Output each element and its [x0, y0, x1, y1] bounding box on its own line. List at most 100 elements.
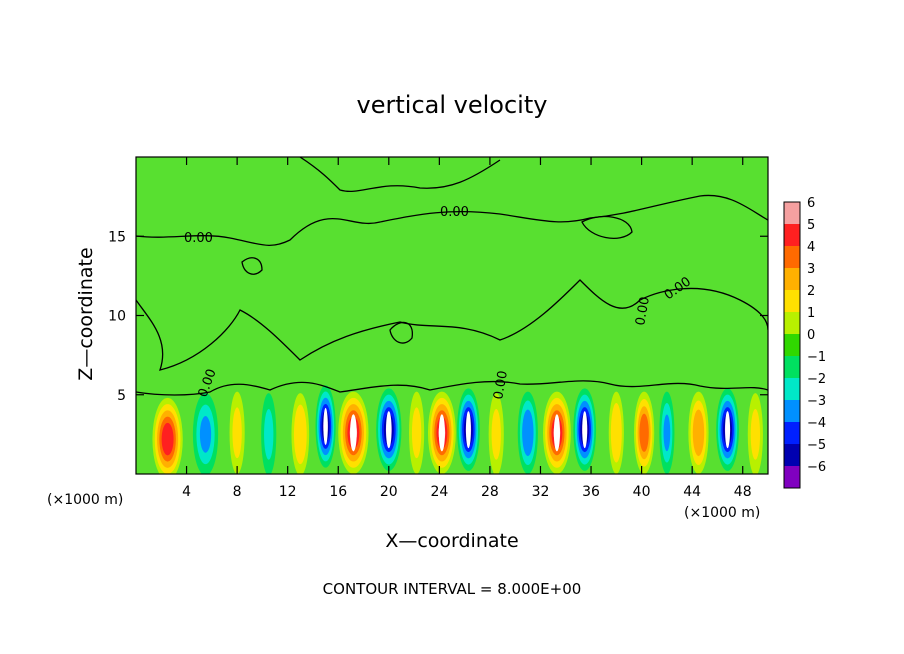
- contour-line-mid: [136, 279, 768, 371]
- velocity-cell: [488, 393, 504, 474]
- velocity-cell: [543, 391, 571, 474]
- y-axis-label: Z—coordinate: [75, 247, 97, 380]
- colorbar-swatch: [784, 224, 800, 246]
- colorbar-label: 1: [807, 306, 815, 321]
- colorbar-label: −6: [807, 460, 826, 475]
- x-tick-label: 24: [430, 484, 448, 500]
- velocity-cell: [338, 391, 369, 474]
- velocity-core: [725, 411, 731, 449]
- x-axis-label: X—coordinate: [385, 530, 518, 552]
- contour-loop-c: [241, 257, 263, 275]
- colorbar-label: −5: [807, 438, 826, 453]
- colorbar-swatch: [784, 312, 800, 334]
- velocity-core: [553, 414, 560, 452]
- velocity-cell: [716, 388, 739, 471]
- colorbar-label: −1: [807, 350, 826, 365]
- velocity-cell: [291, 393, 310, 474]
- velocity-cell: [229, 391, 245, 474]
- velocity-cell: [152, 397, 183, 474]
- velocity-cell: [376, 388, 402, 471]
- y-tick-label: 5: [117, 388, 126, 404]
- colorbar: 6 5 4 3 2 1 0 −1 −2 −3 −4 −5 −6: [783, 196, 826, 489]
- velocity-contour-band: [232, 407, 242, 459]
- contour-line-upper: [136, 194, 768, 246]
- velocity-cell: [688, 391, 709, 474]
- velocity-cell: [517, 391, 538, 474]
- colorbar-label: 5: [807, 218, 815, 233]
- colorbar-label: 6: [807, 196, 815, 211]
- x-axis-unit-right: (×1000 m): [684, 505, 760, 521]
- velocity-cell: [608, 391, 624, 474]
- velocity-cell: [192, 393, 219, 474]
- colorbar-frame: [783, 201, 801, 489]
- velocity-contour-band: [750, 409, 761, 460]
- velocity-cell: [634, 391, 655, 474]
- contour-lines: [136, 157, 768, 396]
- velocity-contour-band: [610, 403, 622, 463]
- velocity-contour-band: [411, 407, 422, 459]
- colorbar-swatch: [784, 378, 800, 400]
- contour-label: 0.00: [440, 205, 469, 220]
- colorbar-label: 2: [807, 284, 815, 299]
- velocity-contour-band: [663, 414, 671, 452]
- velocity-cell: [261, 393, 277, 474]
- velocity-contour-band: [522, 409, 534, 457]
- x-tick-label: 48: [734, 484, 752, 500]
- x-tick-label: 44: [683, 484, 701, 500]
- velocity-cell: [457, 388, 480, 471]
- colorbar-label: −2: [807, 372, 826, 387]
- velocity-cell: [315, 385, 336, 468]
- x-tick-label: 36: [582, 484, 600, 500]
- colorbar-label: 3: [807, 262, 815, 277]
- colorbar-swatch: [784, 356, 800, 378]
- chart-title: vertical velocity: [357, 91, 548, 119]
- contour-label: 0.00: [184, 231, 213, 246]
- velocity-core: [438, 414, 445, 452]
- x-tick-label: 12: [279, 484, 297, 500]
- contour-label: 0.00: [633, 296, 653, 327]
- colorbar-swatch: [784, 334, 800, 356]
- contour-interval-footer: CONTOUR INTERVAL = 8.000E+00: [323, 580, 582, 598]
- x-tick-label: 28: [481, 484, 499, 500]
- velocity-contour-band: [264, 409, 274, 460]
- velocity-contour-band: [199, 416, 212, 453]
- colorbar-label: −4: [807, 416, 826, 431]
- contour-loop-b: [389, 321, 413, 344]
- colorbar-swatch: [784, 466, 800, 488]
- velocity-cell: [409, 391, 425, 474]
- velocity-core: [582, 411, 588, 449]
- colorbar-label: −3: [807, 394, 826, 409]
- colorbar-label: 4: [807, 240, 815, 255]
- contour-loop-a: [581, 215, 633, 239]
- velocity-contour-band: [639, 413, 649, 452]
- colorbar-swatch: [784, 290, 800, 312]
- contour-line-low: [136, 380, 768, 396]
- colorbar-label: 0: [807, 328, 815, 343]
- x-axis-unit-left: (×1000 m): [47, 492, 123, 508]
- velocity-cell: [427, 391, 456, 474]
- x-tick-label: 20: [380, 484, 398, 500]
- x-tick-label: 4: [182, 484, 191, 500]
- velocity-cell: [659, 391, 675, 474]
- velocity-core: [465, 411, 471, 449]
- velocity-core: [386, 411, 392, 449]
- heatmap-field: [152, 385, 763, 474]
- colorbar-swatch: [784, 422, 800, 444]
- colorbar-swatch: [784, 444, 800, 466]
- x-tick-label: 32: [532, 484, 550, 500]
- x-tick-label: 16: [329, 484, 347, 500]
- y-tick-label: 15: [108, 229, 126, 245]
- contour-label: 0.00: [491, 370, 511, 401]
- velocity-cell: [747, 393, 763, 474]
- y-tick-label: 10: [108, 309, 126, 325]
- velocity-contour-band: [692, 409, 705, 457]
- velocity-core: [350, 414, 357, 452]
- velocity-cell: [573, 388, 597, 471]
- x-tick-label: 40: [633, 484, 651, 500]
- x-tick-label: 8: [233, 484, 242, 500]
- colorbar-swatch: [784, 246, 800, 268]
- colorbar-swatch: [784, 268, 800, 290]
- velocity-contour-band: [491, 409, 501, 460]
